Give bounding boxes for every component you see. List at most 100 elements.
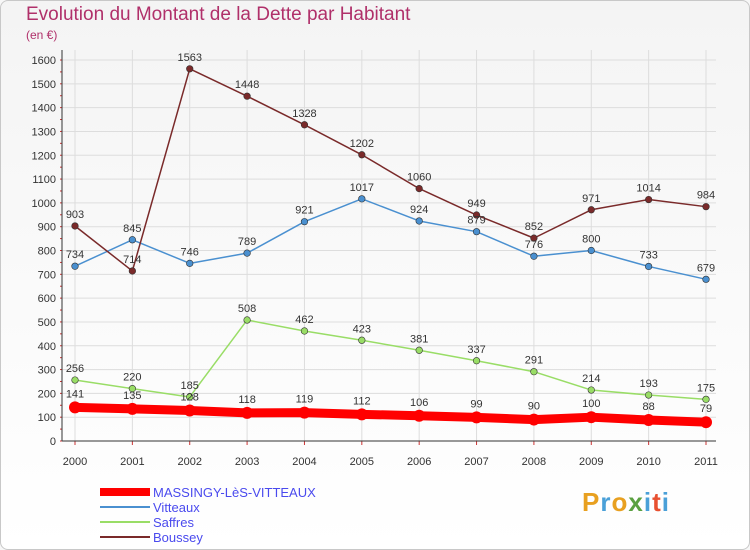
data-point-saffres — [186, 393, 194, 401]
data-label-massingy-l-s-vitteaux: 112 — [353, 395, 371, 407]
data-point-saffres — [415, 346, 423, 354]
x-tick-label: 2001 — [120, 456, 144, 468]
y-tick-label: 800 — [38, 246, 56, 258]
series-layer — [69, 65, 712, 429]
data-label-boussey: 1014 — [636, 183, 660, 195]
data-point-massingy-l-s-vitteaux — [700, 416, 712, 429]
logo-letter: i — [661, 487, 670, 517]
data-point-vitteaux — [358, 195, 366, 203]
data-label-massingy-l-s-vitteaux: 100 — [582, 398, 600, 410]
data-point-massingy-l-s-vitteaux — [470, 411, 483, 424]
logo-letter: i — [643, 487, 653, 517]
x-tick-label: 2004 — [292, 456, 316, 468]
legend-label-boussey: Boussey — [153, 530, 203, 545]
y-tick-label: 600 — [38, 293, 56, 305]
data-point-saffres — [645, 391, 653, 399]
legend-label-vitteaux: Vitteaux — [153, 500, 200, 515]
y-tick-label: 1500 — [32, 79, 56, 91]
data-point-vitteaux — [415, 217, 423, 225]
y-tick-label: 1300 — [32, 126, 56, 138]
data-label-massingy-l-s-vitteaux: 90 — [528, 401, 540, 413]
data-label-massingy-l-s-vitteaux: 88 — [643, 401, 655, 413]
data-label-saffres: 193 — [639, 378, 657, 390]
data-label-massingy-l-s-vitteaux: 128 — [181, 392, 199, 404]
x-tick-label: 2000 — [63, 456, 87, 468]
data-point-boussey — [645, 195, 653, 204]
data-point-saffres — [71, 376, 79, 384]
data-point-boussey — [530, 234, 538, 242]
data-label-boussey: 1328 — [292, 108, 316, 120]
data-point-saffres — [587, 386, 595, 394]
data-label-vitteaux: 879 — [467, 215, 485, 227]
data-point-saffres — [128, 385, 136, 393]
series-line-boussey — [74, 68, 707, 272]
y-tick-label: 400 — [38, 341, 56, 353]
data-label-boussey: 1202 — [350, 138, 374, 150]
data-label-vitteaux: 921 — [295, 205, 313, 217]
data-point-massingy-l-s-vitteaux — [527, 413, 540, 426]
x-tick-label: 2003 — [235, 456, 259, 468]
y-tick-label: 1100 — [32, 174, 56, 186]
data-label-saffres: 423 — [353, 323, 371, 335]
data-point-vitteaux — [702, 275, 710, 283]
data-label-saffres: 185 — [181, 380, 199, 392]
data-point-boussey — [472, 211, 481, 219]
x-tick-label: 2010 — [636, 456, 660, 468]
x-tick-label: 2008 — [522, 456, 546, 468]
x-tick-label: 2005 — [350, 456, 374, 468]
y-tick-label: 1600 — [32, 55, 56, 67]
data-label-saffres: 381 — [410, 333, 428, 345]
data-label-saffres: 337 — [467, 344, 485, 356]
logo-letter: r — [600, 487, 612, 517]
data-point-boussey — [243, 92, 251, 100]
data-label-massingy-l-s-vitteaux: 99 — [470, 398, 482, 410]
y-tick-label: 1200 — [32, 150, 56, 162]
x-tick-label: 2007 — [464, 456, 488, 468]
data-point-vitteaux — [128, 236, 136, 244]
data-point-boussey — [71, 222, 79, 230]
y-tick-label: 0 — [50, 436, 56, 448]
data-label-vitteaux: 800 — [582, 234, 600, 246]
data-label-massingy-l-s-vitteaux: 141 — [66, 388, 84, 400]
y-tick-label: 900 — [38, 222, 56, 234]
y-tick-label: 1400 — [32, 103, 56, 115]
data-label-vitteaux: 733 — [639, 249, 657, 261]
data-label-boussey: 1060 — [407, 172, 431, 184]
data-label-massingy-l-s-vitteaux: 135 — [123, 390, 141, 402]
data-label-boussey: 714 — [123, 254, 141, 266]
data-point-boussey — [300, 121, 309, 129]
data-point-saffres — [243, 316, 251, 324]
legend-label-massingy-l-s-vitteaux: MASSINGY-LèS-VITTEAUX — [153, 485, 316, 500]
data-point-boussey — [702, 203, 710, 211]
x-tick-label: 2009 — [579, 456, 603, 468]
data-point-massingy-l-s-vitteaux — [642, 414, 655, 427]
x-tick-label: 2011 — [694, 456, 718, 468]
data-point-boussey — [415, 184, 423, 193]
legend-label-saffres: Saffres — [153, 515, 194, 530]
data-label-boussey: 852 — [525, 221, 543, 233]
data-label-vitteaux: 679 — [697, 262, 715, 274]
legend: MASSINGY-LèS-VITTEAUXVitteauxSaffresBous… — [100, 485, 316, 545]
data-point-saffres — [530, 368, 538, 376]
data-label-massingy-l-s-vitteaux: 79 — [700, 403, 712, 415]
data-label-massingy-l-s-vitteaux: 106 — [410, 397, 428, 409]
data-label-vitteaux: 1017 — [350, 182, 374, 194]
y-tick-label: 1000 — [32, 198, 56, 210]
data-point-massingy-l-s-vitteaux — [355, 408, 368, 421]
x-tick-label: 2002 — [177, 456, 201, 468]
data-point-massingy-l-s-vitteaux — [585, 411, 598, 424]
data-label-saffres: 220 — [123, 372, 141, 384]
data-point-vitteaux — [645, 262, 653, 271]
logo-letter: x — [628, 487, 644, 517]
data-label-vitteaux: 924 — [410, 204, 428, 216]
data-label-saffres: 214 — [582, 373, 600, 385]
data-point-vitteaux — [300, 218, 309, 226]
data-label-boussey: 971 — [582, 193, 600, 205]
grid-layer — [62, 50, 716, 442]
proxiti-logo: Proxiti — [582, 487, 670, 518]
chart-title: Evolution du Montant de la Dette par Hab… — [26, 4, 411, 25]
data-point-vitteaux — [186, 259, 194, 267]
data-label-vitteaux: 845 — [123, 223, 141, 235]
data-point-boussey — [128, 267, 136, 275]
